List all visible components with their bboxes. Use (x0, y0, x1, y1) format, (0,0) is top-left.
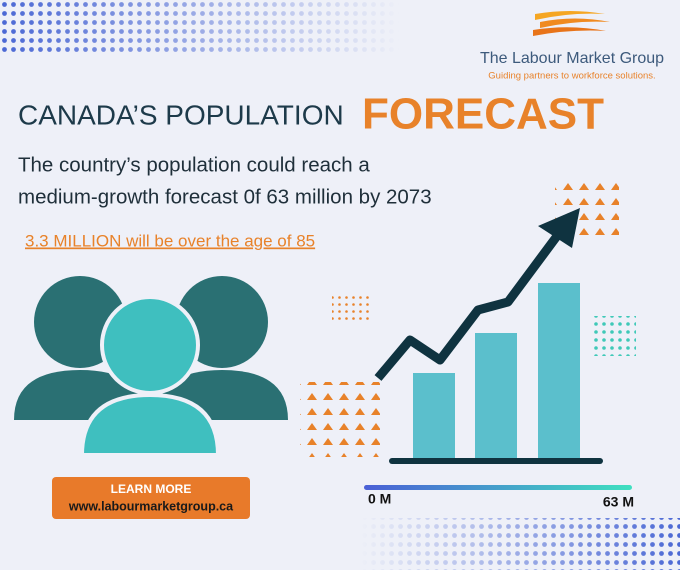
dot-pattern (0, 0, 400, 56)
title-highlight: FORECAST (362, 90, 604, 139)
bar-graphic (374, 208, 603, 464)
dot-pattern (594, 316, 636, 356)
scale-end: 63 M (603, 494, 634, 510)
dot-pattern (332, 292, 370, 322)
title-lead: CANADA’S POPULATION (18, 99, 344, 130)
logo-name: The Labour Market Group (480, 50, 664, 67)
logo-mark (533, 11, 610, 36)
button-url[interactable]: www.labourmarketgroup.ca (68, 499, 234, 513)
scale-start: 0 M (368, 491, 391, 507)
subtitle-line: medium-growth forecast 0f 63 million by … (18, 185, 432, 208)
people-icon (14, 276, 288, 457)
highlight-note: 3.3 MILLION will be over the age of 85 (25, 231, 315, 250)
learn-more-button[interactable]: LEARN MORE www.labourmarketgroup.ca (52, 477, 250, 519)
logo-tagline: Guiding partners to workforce solutions. (488, 71, 655, 82)
subtitle-line: The country’s population could reach a (18, 153, 370, 176)
dot-pattern (360, 518, 680, 570)
scale-bar (364, 485, 632, 490)
triangle-pattern (300, 382, 380, 457)
button-background[interactable] (52, 477, 250, 519)
button-label[interactable]: LEARN MORE (111, 482, 192, 496)
